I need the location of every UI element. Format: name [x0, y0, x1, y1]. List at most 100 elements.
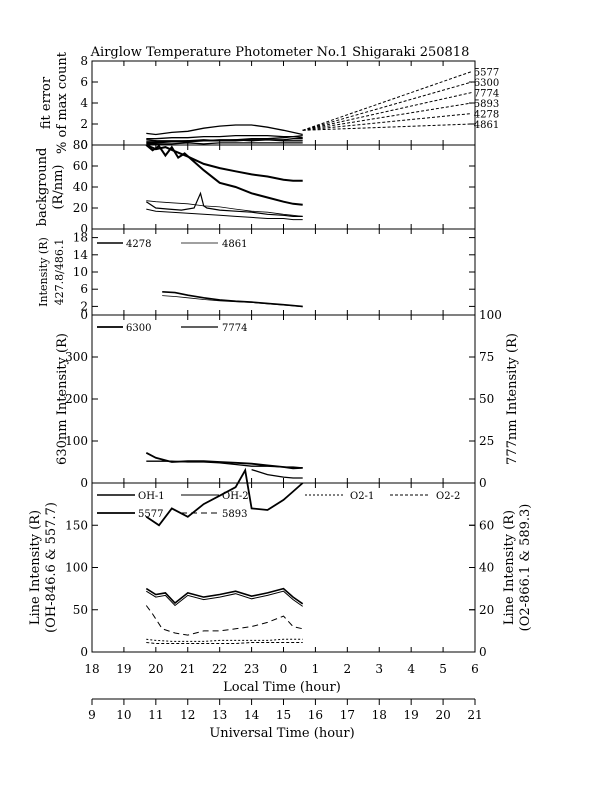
x-local-tick-label: 19 [116, 662, 131, 676]
panel-2-frame [91, 144, 476, 230]
oh-legend-5577: 5577 [138, 509, 163, 520]
panel-2-y-tick-label: 0 [80, 222, 88, 236]
x-ut-tick-label: 14 [244, 708, 260, 722]
background-series-2 [145, 144, 303, 206]
panel-1-y-tick-label: 4 [80, 96, 88, 110]
x-ut-tick-label: 17 [340, 708, 355, 722]
fit-error-ylabel-line-2: % of max count [55, 51, 70, 154]
oi-legend-6300: 6300 [126, 323, 151, 334]
x-ut-tick-label: 21 [467, 708, 482, 722]
panel-1-y-tick-label: 6 [80, 75, 88, 89]
background-ylabel-line-2: (R/nm) [51, 164, 66, 209]
fit-error-guide-5893 [302, 102, 472, 131]
blue-lines-ylabel-line-1: Intensity (R) [37, 237, 50, 307]
panel-3-y-tick-label: 18 [73, 231, 88, 245]
fit-error-legend-5577: 5577 [474, 68, 499, 79]
x-local-tick-label: 1 [312, 662, 320, 676]
x-local-tick-label: 0 [280, 662, 288, 676]
x-local-tick-label: 3 [375, 662, 383, 676]
panel-5-y2-tick-label: 60 [479, 518, 494, 532]
oh-legend-OH-2: OH-2 [222, 491, 249, 502]
fit-error-series-4278 [146, 139, 303, 142]
panel-1-y-tick-label: 0 [80, 138, 88, 152]
panel-5-y2-tick-label: 0 [479, 645, 487, 659]
panel-3-y-tick-label: 0 [80, 308, 88, 322]
fit-error-legend-4861: 4861 [474, 120, 499, 131]
x-axis-local-label: Local Time (hour) [223, 680, 341, 695]
x-local-tick-label: 2 [344, 662, 352, 676]
oi-series-6300 [145, 452, 303, 470]
fit-error-legend-6300: 6300 [474, 78, 499, 89]
x-axis-ut-label: Universal Time (hour) [209, 726, 354, 741]
x-ut-tick-label: 16 [308, 708, 323, 722]
panel-3-y-tick-label: 2 [80, 299, 88, 313]
background-series-3 [145, 191, 303, 217]
oh-series-OH-2 [146, 590, 303, 607]
x-local-tick-label: 21 [180, 662, 195, 676]
o2-ylabel-line-1: Line Intensity (R) [502, 510, 517, 625]
panel-3-y-tick-label: 10 [73, 265, 88, 279]
o2-ylabel-line-2: (O2-866.1 & 589.3) [518, 504, 533, 632]
panel-4-y2-tick-label: 75 [479, 350, 494, 364]
x-ut-tick-label: 10 [116, 708, 131, 722]
panel-4-y2-tick-label: 25 [479, 434, 494, 448]
oi-series-7774-tail- [251, 468, 303, 479]
blue-lines-ylabel-line-2: 427.8/486.1 [53, 239, 66, 306]
fit-error-series-5577 [146, 124, 303, 136]
oi-series-7774 [146, 460, 303, 469]
panel-4-y-tick-label: 200 [65, 392, 88, 406]
oh-legend-5893: 5893 [222, 509, 247, 520]
panel-5-y2-tick-label: 40 [479, 561, 494, 575]
oh-legend-O2-2: O2-2 [436, 491, 460, 502]
fit-error-series-6300 [146, 134, 303, 140]
fit-error-guide-6300 [302, 81, 472, 131]
fit-error-guide-4861 [302, 123, 472, 131]
oh-series-OH-1 [145, 587, 304, 605]
oh-legend-OH-1: OH-1 [138, 491, 165, 502]
x-local-tick-label: 23 [244, 662, 259, 676]
panel-4-y2-tick-label: 0 [479, 476, 487, 490]
x-ut-tick-label: 12 [180, 708, 195, 722]
panel-2-y-tick-label: 40 [73, 180, 88, 194]
blue-lines-legend-4278: 4278 [126, 239, 151, 250]
panel-1-y-tick-label: 8 [80, 54, 88, 68]
panel-3-y-tick-label: 14 [73, 248, 89, 262]
panel-4-y-tick-label: 0 [80, 476, 88, 490]
panel-5-y-tick-label: 0 [80, 645, 88, 659]
x-ut-tick-label: 9 [88, 708, 96, 722]
panel-4-frame [91, 314, 476, 484]
fit-error-guide-7774 [302, 92, 472, 131]
oh-series-O2-1 [146, 638, 303, 642]
panel-5-y-tick-label: 50 [73, 603, 88, 617]
panel-5-y2-tick-label: 20 [479, 603, 494, 617]
oh-ylabel-line-1: Line Intensity (R) [28, 510, 43, 625]
panel-2-y-tick-label: 80 [73, 138, 88, 152]
oi-red-ylabel: 630nm Intensity (R) [55, 333, 70, 465]
oh-ylabel-line-2: (OH-846.6 & 557.7) [44, 502, 59, 633]
blue-lines-series-4278 [162, 291, 303, 308]
oi-ir-ylabel: 777nm Intensity (R) [505, 333, 520, 465]
x-ut-tick-label: 18 [372, 708, 387, 722]
panel-3-y-tick-label: 6 [80, 282, 88, 296]
x-ut-tick-label: 11 [148, 708, 163, 722]
oh-series-O2-2 [146, 642, 303, 644]
panel-2-y-tick-label: 20 [73, 201, 88, 215]
x-local-tick-label: 5 [439, 662, 447, 676]
chart-title: Airglow Temperature Photometer No.1 Shig… [90, 45, 470, 60]
panel-4-y-tick-label: 100 [65, 434, 88, 448]
x-local-tick-label: 6 [471, 662, 479, 676]
blue-lines-legend-4861: 4861 [222, 239, 247, 250]
x-local-tick-label: 22 [212, 662, 227, 676]
background-series-1 [145, 144, 303, 182]
x-ut-tick-label: 15 [276, 708, 291, 722]
panel-1-frame [91, 60, 476, 146]
panel-5-y-tick-label: 150 [65, 518, 88, 532]
fit-error-legend-7774: 7774 [474, 89, 499, 100]
x-ut-tick-label: 20 [435, 708, 450, 722]
x-local-tick-label: 18 [84, 662, 99, 676]
oh-series-5577 [145, 467, 304, 527]
fit-error-ylabel-line-1: fit error [39, 76, 54, 129]
